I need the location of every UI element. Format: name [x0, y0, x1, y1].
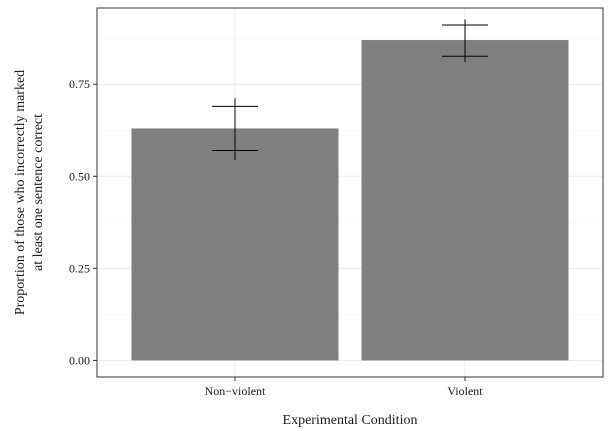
x-axis-title: Experimental Condition — [283, 413, 418, 428]
y-tick-label: 0.50 — [69, 169, 90, 183]
y-axis-title-line-1: Proportion of those who incorrectly mark… — [13, 70, 28, 315]
y-axis-title-line-2: at least one sentence correct — [31, 114, 46, 271]
bar-0 — [131, 128, 339, 361]
plot-panel-border — [96, 7, 604, 378]
y-tick-label: 0.25 — [69, 261, 90, 275]
bar-1 — [361, 40, 569, 361]
x-tick-label: Violent — [447, 384, 483, 398]
x-tick-label: Non−violent — [205, 384, 266, 398]
y-axis-ticks: 0.00 0.25 0.50 0.75 — [69, 77, 97, 367]
y-tick-label: 0.00 — [69, 353, 90, 367]
bars — [131, 40, 569, 361]
y-tick-label: 0.75 — [69, 77, 90, 91]
x-axis-ticks: Non−violent Violent — [205, 377, 483, 398]
error-bars — [212, 19, 488, 160]
